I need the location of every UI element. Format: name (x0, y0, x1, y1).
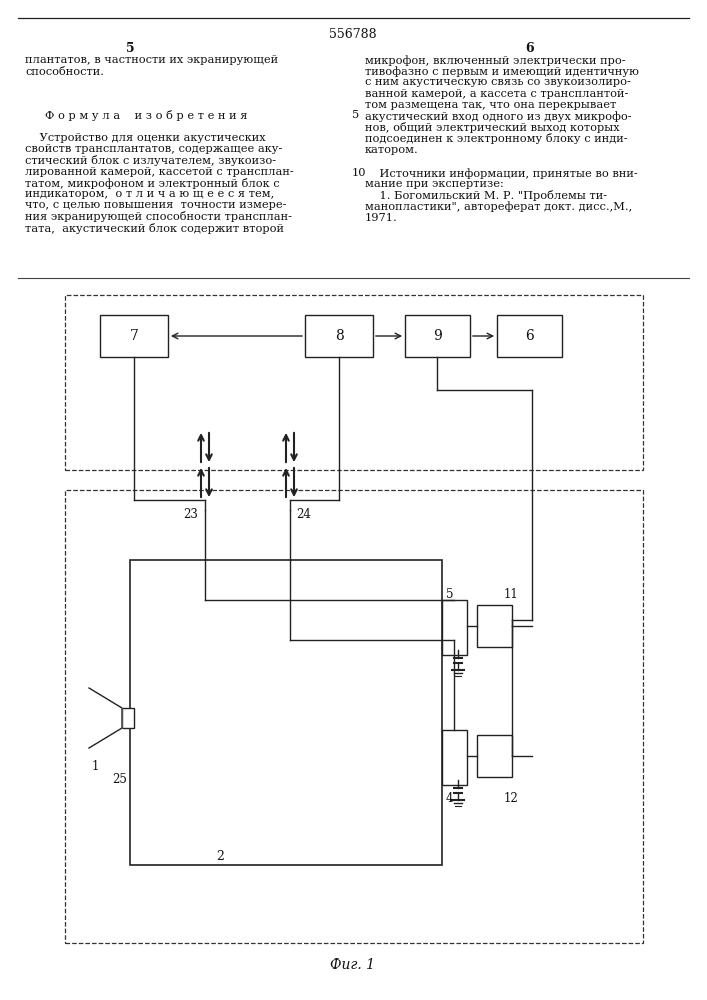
Text: стический блок с излучателем, звукоизо-: стический блок с излучателем, звукоизо- (25, 155, 276, 166)
Text: что, с целью повышения  точности измере-: что, с целью повышения точности измере- (25, 200, 286, 210)
Bar (405, 315, 470, 357)
Text: Источники информации, принятые во вни-: Источники информации, принятые во вни- (365, 168, 638, 179)
Text: 7: 7 (129, 329, 139, 343)
Text: 5: 5 (352, 110, 359, 120)
Text: подсоединен к электронному блоку с инди-: подсоединен к электронному блоку с инди- (365, 133, 628, 144)
Text: с ним акустическую связь со звукоизолиро-: с ним акустическую связь со звукоизолиро… (365, 77, 631, 87)
Bar (305, 315, 373, 357)
Text: акустический вход одного из двух микрофо-: акустический вход одного из двух микрофо… (365, 111, 631, 122)
Text: нов, общий электрический выход которых: нов, общий электрический выход которых (365, 122, 619, 133)
Text: 1: 1 (92, 760, 100, 773)
Text: микрофон, включенный электрически про-: микрофон, включенный электрически про- (365, 55, 626, 66)
Text: тивофазно с первым и имеющий идентичную: тивофазно с первым и имеющий идентичную (365, 66, 639, 77)
Bar (122, 708, 134, 728)
Bar (100, 315, 168, 357)
Text: 1. Богомильский М. Р. "Проблемы ти-: 1. Богомильский М. Р. "Проблемы ти- (365, 190, 607, 201)
Text: 556788: 556788 (329, 28, 377, 41)
Text: лированной камерой, кассетой с трансплан-: лированной камерой, кассетой с трансплан… (25, 167, 293, 177)
Bar (65, 295, 643, 470)
Text: манопластики", автореферат докт. дисс.,М.,: манопластики", автореферат докт. дисс.,М… (365, 202, 632, 212)
Text: ванной камерой, а кассета с трансплантой-: ванной камерой, а кассета с трансплантой… (365, 89, 629, 99)
Text: 24: 24 (296, 508, 311, 521)
Text: 25: 25 (112, 773, 127, 786)
Bar (497, 315, 562, 357)
Text: Устройство для оценки акустических: Устройство для оценки акустических (25, 133, 266, 143)
Text: Ф о р м у л а    и з о б р е т е н и я: Ф о р м у л а и з о б р е т е н и я (45, 110, 247, 121)
Text: свойств трансплантатов, содержащее аку-: свойств трансплантатов, содержащее аку- (25, 144, 282, 154)
Text: катором.: катором. (365, 145, 419, 155)
Text: 5: 5 (126, 42, 134, 55)
Text: 2: 2 (216, 850, 224, 863)
Text: 4: 4 (446, 792, 453, 805)
Text: 23: 23 (183, 508, 198, 521)
Bar (442, 730, 467, 785)
Text: том размещена так, что она перекрывает: том размещена так, что она перекрывает (365, 100, 617, 110)
Text: тата,  акустический блок содержит второй: тата, акустический блок содержит второй (25, 223, 284, 234)
Text: Фиг. 1: Фиг. 1 (330, 958, 375, 972)
Text: индикатором,  о т л и ч а ю щ е е с я тем,: индикатором, о т л и ч а ю щ е е с я тем… (25, 189, 274, 199)
Text: 8: 8 (334, 329, 344, 343)
Bar (130, 560, 442, 865)
Text: татом, микрофоном и электронный блок с: татом, микрофоном и электронный блок с (25, 178, 280, 189)
Text: мание при экспертизе:: мание при экспертизе: (365, 179, 504, 189)
Text: ния экранирующей способности трансплан-: ния экранирующей способности трансплан- (25, 211, 292, 222)
Text: 12: 12 (504, 792, 519, 805)
Text: 6: 6 (526, 42, 534, 55)
Text: 5: 5 (446, 588, 453, 601)
Polygon shape (89, 688, 122, 748)
Bar (477, 605, 512, 647)
Bar (477, 735, 512, 777)
Bar (442, 600, 467, 655)
Bar (65, 490, 643, 943)
Text: 10: 10 (352, 168, 366, 178)
Text: 11: 11 (504, 588, 519, 601)
Text: 6: 6 (525, 329, 534, 343)
Text: 9: 9 (433, 329, 442, 343)
Text: плантатов, в частности их экранирующей
способности.: плантатов, в частности их экранирующей с… (25, 55, 278, 77)
Text: 1971.: 1971. (365, 213, 398, 223)
